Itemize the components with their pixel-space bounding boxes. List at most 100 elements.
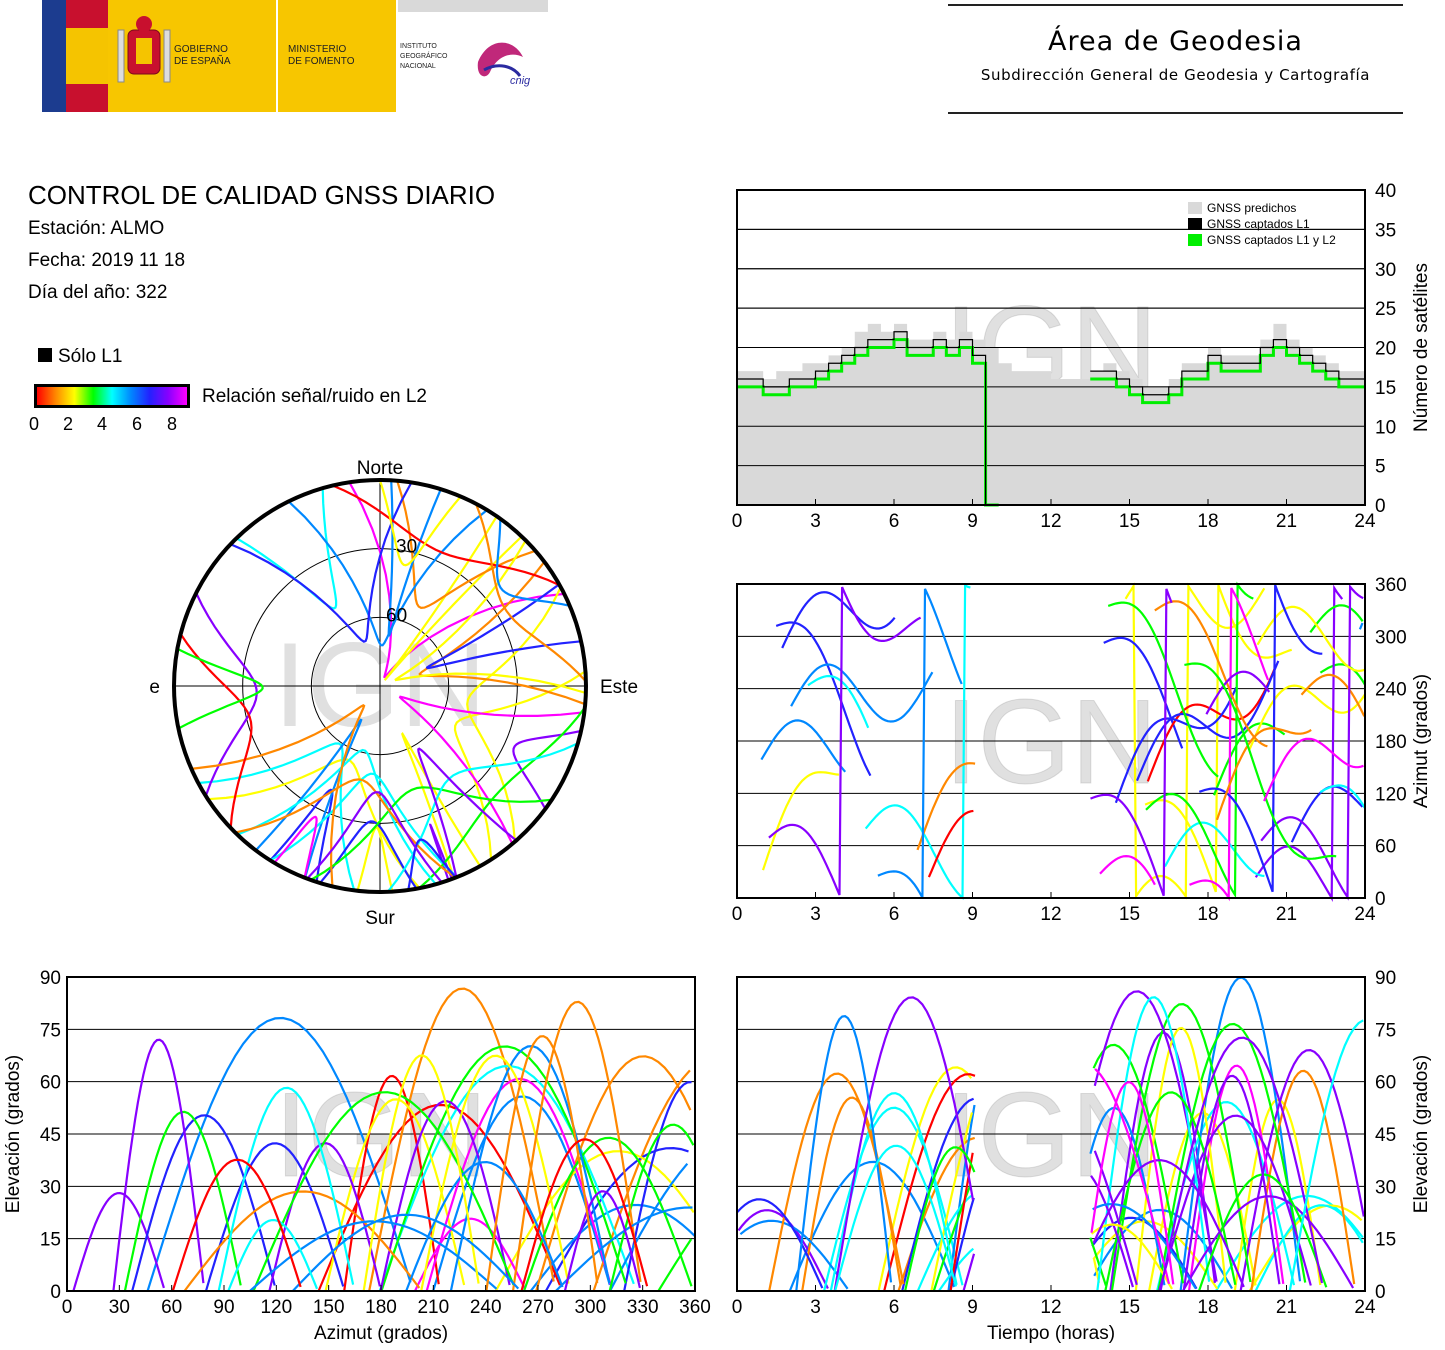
y-tick-label: 60 [1375, 1073, 1396, 1094]
institute-line3: NACIONAL [400, 63, 436, 70]
satellite-track [544, 1146, 689, 1292]
satellite-track [916, 762, 976, 851]
satellite-track [407, 838, 457, 891]
station-label: Estación: ALMO [28, 218, 165, 239]
satellite-track [768, 1072, 905, 1292]
x-tick-label: 18 [1197, 511, 1218, 532]
x-tick-label: 15 [1119, 511, 1140, 532]
satellite-track [495, 518, 570, 607]
x-tick-label: 18 [1197, 1297, 1218, 1318]
satellite-track [217, 1086, 355, 1292]
y-tick-label: 10 [1375, 417, 1396, 438]
satellite-track [1205, 670, 1271, 715]
satellite-track [428, 823, 454, 881]
l1-only-swatch [38, 348, 52, 362]
satellite-track [739, 1219, 849, 1290]
x-tick-label: 12 [1040, 904, 1061, 925]
date-label: Fecha: 2019 11 18 [28, 250, 186, 271]
satellite-track [198, 742, 356, 891]
satellite-track [1250, 1069, 1356, 1292]
x-tick-label: 270 [522, 1297, 554, 1318]
satellite-track [807, 674, 870, 729]
satellite-track [191, 703, 366, 887]
snr-tick-8: 8 [167, 414, 178, 434]
satellite-track [1090, 1081, 1175, 1285]
x-tick-label: 24 [1354, 904, 1376, 925]
satellite-track [269, 788, 334, 883]
y-tick-label: 75 [40, 1020, 61, 1041]
satellite-track [511, 1000, 642, 1292]
x-tick-label: 0 [732, 1297, 743, 1318]
snr-tick-2: 2 [63, 414, 74, 434]
institute-line1: INSTITUTO [400, 43, 437, 50]
satellite-track [1154, 600, 1268, 748]
satellite-track [1319, 784, 1366, 809]
satellite-track [332, 484, 561, 587]
satellite-track [1103, 636, 1184, 749]
satellite-track [947, 1104, 976, 1292]
y-tick-label: 40 [1375, 181, 1396, 202]
satellite-track [1182, 1074, 1281, 1292]
satellite-track [1187, 1064, 1285, 1292]
y-tick-label: 30 [40, 1177, 61, 1198]
satellite-track [833, 996, 975, 1292]
ring-label-30: 30 [396, 537, 417, 558]
satellite-track [252, 1091, 515, 1292]
satellite-track [368, 987, 555, 1292]
x-tick-label: 330 [627, 1297, 659, 1318]
y-tick-label: 30 [1375, 1177, 1396, 1198]
satellite-track [949, 1197, 975, 1292]
satellite-track [1093, 990, 1218, 1282]
satellite-track [1309, 604, 1364, 633]
x-tick-label: 24 [1354, 1297, 1376, 1318]
satellite-track [1092, 1220, 1219, 1290]
x-tick-label: 90 [213, 1297, 234, 1318]
satellite-track [904, 1146, 976, 1292]
satellite-track [1157, 1022, 1307, 1292]
series-l1-line [737, 331, 1365, 506]
satellite-track [609, 1162, 689, 1292]
y-tick-label: 180 [1375, 732, 1407, 753]
satellite-track [1144, 584, 1293, 893]
satellite-track [1198, 584, 1323, 893]
satellite-track [608, 1123, 695, 1292]
satellite-track [901, 1097, 975, 1292]
y-tick-label: 20 [1375, 339, 1396, 360]
satellite-track [512, 729, 582, 810]
legend-swatch [1188, 218, 1202, 230]
y-axis-label: Número de satélites [1411, 263, 1432, 432]
x-tick-label: 360 [679, 1297, 711, 1318]
l1-only-label: Sólo L1 [58, 346, 123, 367]
x-tick-label: 30 [109, 1297, 130, 1318]
satellite-track [449, 1044, 611, 1292]
satellite-track [775, 621, 872, 777]
satellite-track [1107, 601, 1219, 778]
x-tick-label: 3 [810, 1297, 821, 1318]
satellite-track [760, 719, 847, 773]
satellite-track [204, 1142, 345, 1292]
x-tick-label: 12 [1040, 511, 1061, 532]
satellite-track [453, 670, 587, 860]
satellite-track [235, 488, 338, 610]
satellite-track [1215, 727, 1312, 821]
satellite-track [417, 747, 517, 878]
gov-line2: DE ESPAÑA [174, 56, 231, 67]
satellite-track [657, 1238, 693, 1292]
x-tick-label: 0 [732, 904, 743, 925]
x-tick-label: 6 [889, 1297, 900, 1318]
y-tick-label: 60 [1375, 837, 1396, 858]
satellite-track [131, 1114, 276, 1292]
satellite-track [623, 1081, 692, 1292]
direction-west: Oeste [150, 677, 160, 698]
legend-swatch [1188, 234, 1202, 246]
x-tick-label: 21 [1276, 1297, 1297, 1318]
y-tick-label: 60 [40, 1073, 61, 1094]
x-tick-label: 24 [1354, 511, 1376, 532]
y-tick-label: 240 [1375, 680, 1407, 701]
satellite-track [356, 826, 394, 892]
y-tick-label: 0 [50, 1282, 61, 1303]
area-header: Área de Geodesia Subdirección General de… [948, 4, 1403, 114]
report-title: CONTROL DE CALIDAD GNSS DIARIO [28, 180, 496, 210]
